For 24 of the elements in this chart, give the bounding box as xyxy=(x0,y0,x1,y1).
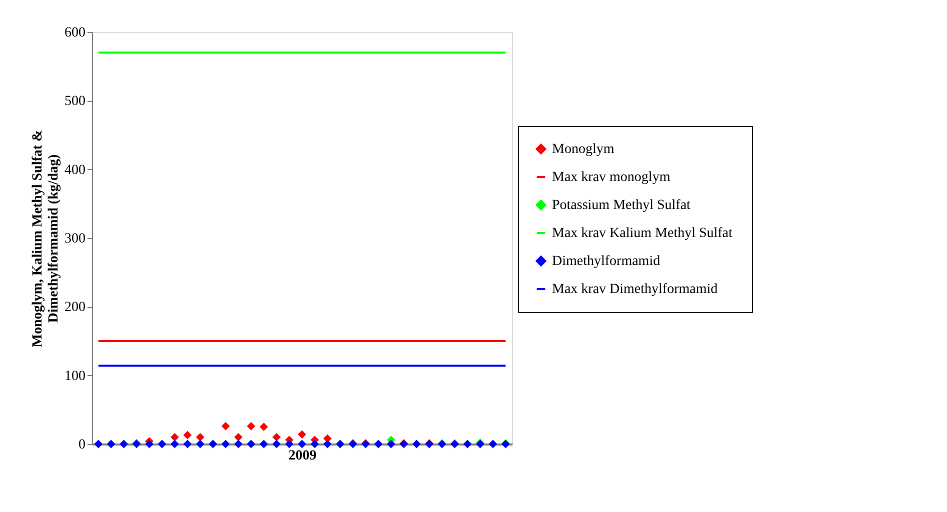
y-axis-title: Monoglym, Kalium Methyl Sulfat & Dimethylformamid (kg/dag) xyxy=(30,130,62,348)
legend-label: Potassium Methyl Sulfat xyxy=(552,198,691,213)
y-tick-label: 300 xyxy=(64,232,86,246)
x-axis-title: 2009 xyxy=(288,448,316,464)
point xyxy=(298,430,306,439)
y-tick-label: 0 xyxy=(78,438,86,452)
y-tick-label: 600 xyxy=(64,26,86,40)
point xyxy=(272,432,281,442)
point xyxy=(234,432,243,442)
legend-label: Max krav Dimethylformamid xyxy=(552,282,718,297)
legend-label: Max krav Kalium Methyl Sulfat xyxy=(552,226,733,241)
legend-label: Max krav monoglym xyxy=(552,170,670,185)
legend-label: Dimethylformamid xyxy=(552,254,660,269)
point xyxy=(246,422,256,430)
y-tick-label: 200 xyxy=(64,300,86,316)
legend-label: Monoglym xyxy=(552,142,614,157)
point xyxy=(221,422,230,430)
y-tick-label: 100 xyxy=(64,368,86,384)
y-tick-label: 400 xyxy=(64,162,86,178)
point xyxy=(170,432,179,442)
point xyxy=(260,422,268,432)
y-tick-label: 500 xyxy=(64,94,86,110)
point xyxy=(196,432,204,442)
point xyxy=(183,430,192,440)
